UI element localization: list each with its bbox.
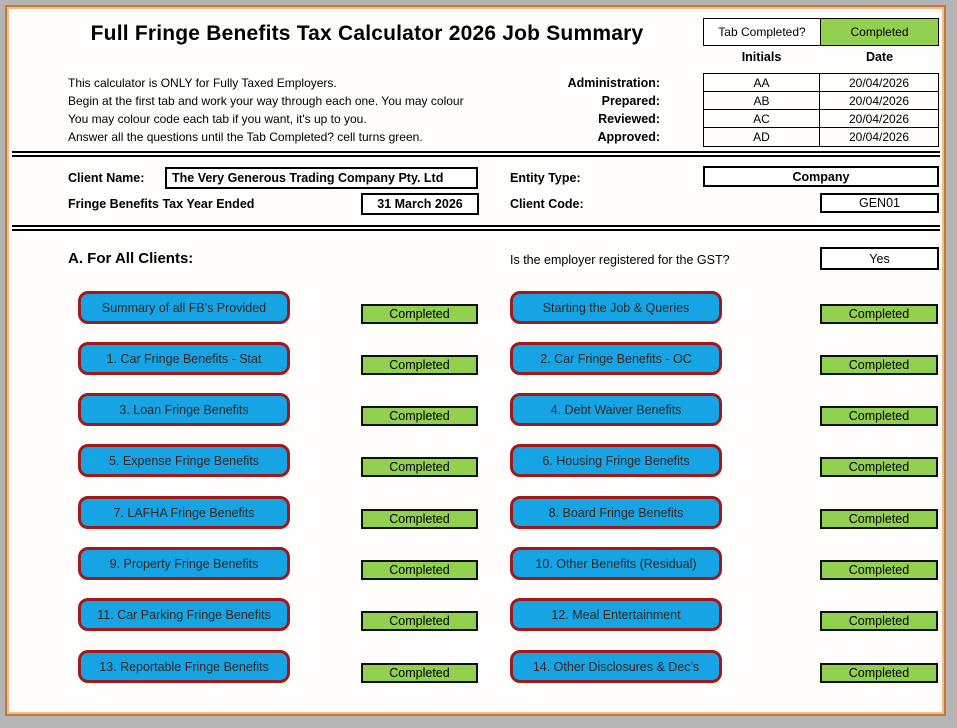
gst-question: Is the employer registered for the GST? xyxy=(510,253,730,267)
tab-button-housing[interactable]: 6. Housing Fringe Benefits xyxy=(510,444,722,477)
date-cell[interactable]: 20/04/2026 xyxy=(848,75,910,90)
signoff-column-headers: Initials Date xyxy=(703,50,939,64)
signoff-label-reviewed: Reviewed: xyxy=(598,112,660,126)
tab-row: Summary of all FB's Provided Completed S… xyxy=(7,291,944,325)
signoff-labels: Administration: Prepared: Reviewed: Appr… xyxy=(477,74,660,146)
date-cell[interactable]: 20/04/2026 xyxy=(848,111,910,126)
tab-button-loan[interactable]: 3. Loan Fringe Benefits xyxy=(78,393,290,426)
status-cell[interactable]: Completed xyxy=(361,509,478,529)
tab-completed-status-cell[interactable]: Completed xyxy=(821,19,938,45)
double-separator xyxy=(12,151,940,157)
tab-row: 11. Car Parking Fringe Benefits Complete… xyxy=(7,598,944,632)
tab-button-starting-job[interactable]: Starting the Job & Queries xyxy=(510,291,722,324)
tab-row: 7. LAFHA Fringe Benefits Completed 8. Bo… xyxy=(7,496,944,530)
status-cell[interactable]: Completed xyxy=(361,355,478,375)
status-cell[interactable]: Completed xyxy=(820,457,938,477)
signoff-table: AA 20/04/2026 AB 20/04/2026 AC 20/04/202… xyxy=(703,73,939,147)
instruction-line: You may colour code each tab if you want… xyxy=(68,112,367,126)
status-cell[interactable]: Completed xyxy=(820,355,938,375)
signoff-label-approved: Approved: xyxy=(597,130,661,144)
fbt-year-field[interactable]: 31 March 2026 xyxy=(361,193,479,215)
worksheet: Full Fringe Benefits Tax Calculator 2026… xyxy=(5,5,946,716)
table-row: AD 20/04/2026 xyxy=(704,128,938,146)
tab-row: 13. Reportable Fringe Benefits Completed… xyxy=(7,650,944,684)
tab-row: 5. Expense Fringe Benefits Completed 6. … xyxy=(7,444,944,478)
gst-answer-field[interactable]: Yes xyxy=(820,247,939,270)
status-cell[interactable]: Completed xyxy=(361,406,478,426)
fbt-year-label: Fringe Benefits Tax Year Ended xyxy=(68,197,255,211)
instruction-line: Begin at the first tab and work your way… xyxy=(68,94,464,108)
status-cell[interactable]: Completed xyxy=(361,663,478,683)
page-title: Full Fringe Benefits Tax Calculator 2026… xyxy=(90,22,644,45)
tab-row: 3. Loan Fringe Benefits Completed 4. Deb… xyxy=(7,393,944,427)
status-cell[interactable]: Completed xyxy=(361,560,478,580)
tab-button-car-stat[interactable]: 1. Car Fringe Benefits - Stat xyxy=(78,342,290,375)
date-cell[interactable]: 20/04/2026 xyxy=(848,130,910,144)
signoff-label-administration: Administration: xyxy=(567,76,660,90)
signoff-label-prepared: Prepared: xyxy=(601,94,660,108)
tab-row: 9. Property Fringe Benefits Completed 10… xyxy=(7,547,944,581)
status-cell[interactable]: Completed xyxy=(361,304,478,324)
tab-button-summary-fbs[interactable]: Summary of all FB's Provided xyxy=(78,291,290,324)
instruction-line: Answer all the questions until the Tab C… xyxy=(68,130,423,144)
instructions-block: This calculator is ONLY for Fully Taxed … xyxy=(68,74,518,146)
tab-row: 1. Car Fringe Benefits - Stat Completed … xyxy=(7,342,944,376)
instruction-line: This calculator is ONLY for Fully Taxed … xyxy=(68,76,337,90)
client-name-field[interactable]: The Very Generous Trading Company Pty. L… xyxy=(165,167,478,189)
tab-button-car-oc[interactable]: 2. Car Fringe Benefits - OC xyxy=(510,342,722,375)
status-cell[interactable]: Completed xyxy=(820,611,938,631)
initials-cell[interactable]: AA xyxy=(704,74,820,91)
date-cell[interactable]: 20/04/2026 xyxy=(848,93,910,108)
client-code-field[interactable]: GEN01 xyxy=(820,193,939,213)
tab-button-debt-waiver[interactable]: 4. Debt Waiver Benefits xyxy=(510,393,722,426)
section-a-heading: A. For All Clients: xyxy=(68,250,194,267)
table-row: AC 20/04/2026 xyxy=(704,110,938,128)
status-cell[interactable]: Completed xyxy=(820,509,938,529)
status-cell[interactable]: Completed xyxy=(820,406,938,426)
table-row: AB 20/04/2026 xyxy=(704,92,938,110)
initials-column-header: Initials xyxy=(741,50,782,64)
entity-type-field[interactable]: Company xyxy=(703,166,939,187)
client-code-label: Client Code: xyxy=(510,197,584,211)
table-row: AA 20/04/2026 xyxy=(704,74,938,92)
initials-cell[interactable]: AD xyxy=(704,128,820,146)
tab-button-car-parking[interactable]: 11. Car Parking Fringe Benefits xyxy=(78,598,290,631)
date-column-header: Date xyxy=(865,50,894,64)
status-cell[interactable]: Completed xyxy=(361,611,478,631)
tab-button-meal-entertainment[interactable]: 12. Meal Entertainment xyxy=(510,598,722,631)
status-cell[interactable]: Completed xyxy=(820,304,938,324)
tab-completed-table: Tab Completed? Completed xyxy=(703,18,939,46)
tab-button-property[interactable]: 9. Property Fringe Benefits xyxy=(78,547,290,580)
double-separator xyxy=(12,225,940,231)
tab-button-reportable[interactable]: 13. Reportable Fringe Benefits xyxy=(78,650,290,683)
tab-button-other-residual[interactable]: 10. Other Benefits (Residual) xyxy=(510,547,722,580)
initials-cell[interactable]: AB xyxy=(704,92,820,109)
client-name-label: Client Name: xyxy=(68,171,145,185)
status-cell[interactable]: Completed xyxy=(820,560,938,580)
entity-type-label: Entity Type: xyxy=(510,171,581,185)
initials-cell[interactable]: AC xyxy=(704,110,820,127)
tab-button-board[interactable]: 8. Board Fringe Benefits xyxy=(510,496,722,529)
status-cell[interactable]: Completed xyxy=(361,457,478,477)
tab-button-expense[interactable]: 5. Expense Fringe Benefits xyxy=(78,444,290,477)
status-cell[interactable]: Completed xyxy=(820,663,938,683)
tab-button-other-disclosures[interactable]: 14. Other Disclosures & Dec's xyxy=(510,650,722,683)
tab-button-lafha[interactable]: 7. LAFHA Fringe Benefits xyxy=(78,496,290,529)
tab-completed-label: Tab Completed? xyxy=(704,19,821,45)
